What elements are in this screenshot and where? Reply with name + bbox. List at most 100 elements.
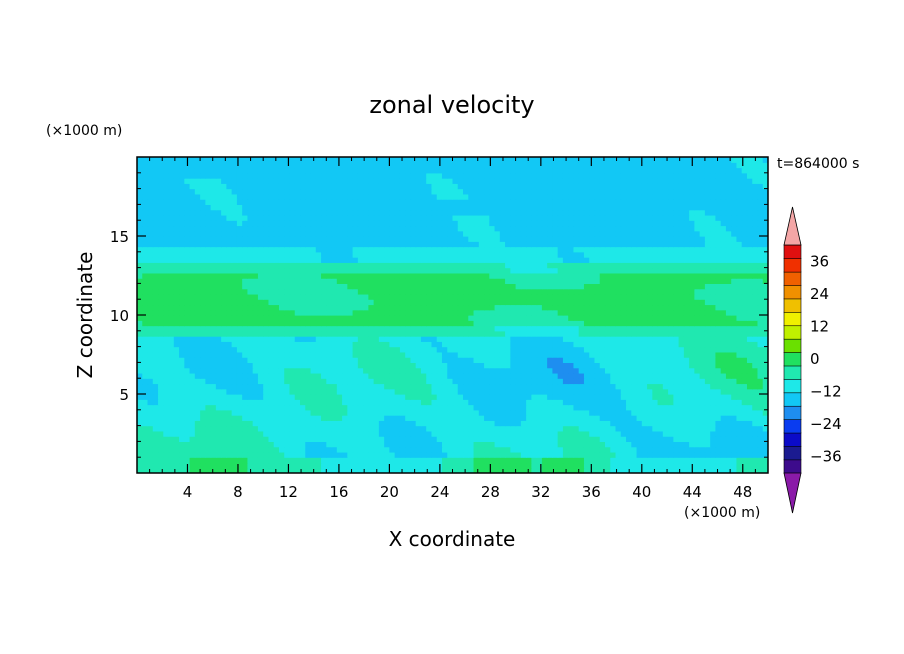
heatmap-cell	[505, 462, 511, 469]
heatmap-cell	[610, 315, 617, 321]
heatmap-cell	[573, 436, 580, 442]
heatmap-cell	[289, 372, 296, 379]
heatmap-cell	[342, 436, 348, 442]
heatmap-cell	[137, 446, 143, 453]
heatmap-cell	[715, 257, 722, 263]
heatmap-cell	[373, 378, 380, 385]
heatmap-cell	[515, 451, 522, 458]
heatmap-cell	[541, 257, 548, 263]
heatmap-cell	[505, 272, 511, 279]
heatmap-cell	[736, 430, 743, 437]
heatmap-cell	[194, 451, 201, 458]
heatmap-cell	[368, 293, 375, 300]
heatmap-cell	[168, 430, 175, 437]
heatmap-cell	[205, 357, 212, 363]
heatmap-cell	[310, 404, 317, 411]
heatmap-cell	[741, 404, 748, 411]
heatmap-cell	[752, 457, 759, 464]
heatmap-cell	[710, 462, 717, 469]
heatmap-cell	[736, 257, 743, 263]
heatmap-cell	[426, 457, 433, 464]
heatmap-cell	[363, 336, 369, 342]
heatmap-cell	[678, 304, 685, 311]
heatmap-cell	[604, 430, 611, 437]
heatmap-cell	[152, 267, 159, 274]
heatmap-cell	[636, 320, 643, 327]
heatmap-cell	[173, 325, 180, 332]
heatmap-cell	[457, 351, 464, 358]
heatmap-cell	[189, 436, 196, 442]
heatmap-cell	[757, 451, 764, 458]
heatmap-cell	[752, 425, 759, 432]
heatmap-cell	[589, 293, 596, 300]
heatmap-cell	[526, 404, 532, 411]
heatmap-cell	[273, 351, 280, 358]
heatmap-cell	[263, 251, 270, 258]
heatmap-cell	[436, 399, 443, 406]
heatmap-cell	[300, 457, 306, 464]
heatmap-cell	[231, 346, 238, 353]
heatmap-cell	[158, 351, 164, 358]
heatmap-cell	[268, 346, 275, 353]
heatmap-cell	[526, 362, 532, 369]
heatmap-cell	[678, 278, 685, 284]
heatmap-cell	[252, 341, 259, 348]
heatmap-cell	[636, 267, 643, 274]
heatmap-cell	[163, 425, 170, 432]
heatmap-cell	[541, 388, 548, 395]
heatmap-cell	[573, 330, 580, 337]
heatmap-cell	[179, 262, 185, 269]
heatmap-cell	[541, 304, 548, 311]
heatmap-cell	[420, 467, 427, 473]
heatmap-cell	[578, 362, 585, 369]
heatmap-cell	[384, 441, 390, 448]
heatmap-cell	[431, 409, 438, 416]
heatmap-cell	[746, 367, 753, 374]
heatmap-cell	[142, 325, 149, 332]
heatmap-cell	[452, 257, 459, 263]
heatmap-cell	[662, 446, 669, 453]
heatmap-cell	[694, 278, 701, 284]
heatmap-cell	[463, 409, 469, 416]
heatmap-cell	[163, 451, 170, 458]
heatmap-cell	[289, 262, 296, 269]
heatmap-cell	[615, 394, 622, 400]
heatmap-cell	[647, 420, 653, 427]
heatmap-cell	[394, 299, 401, 306]
heatmap-cell	[410, 341, 417, 348]
heatmap-cell	[247, 283, 254, 290]
heatmap-cell	[300, 404, 306, 411]
heatmap-cell	[179, 383, 185, 390]
heatmap-cell	[636, 272, 643, 279]
heatmap-cell	[699, 441, 706, 448]
heatmap-cell	[326, 383, 333, 390]
heatmap-cell	[552, 425, 559, 432]
heatmap-cell	[573, 262, 580, 269]
heatmap-cell	[231, 430, 238, 437]
heatmap-cell	[273, 415, 280, 421]
heatmap-cell	[489, 325, 496, 332]
heatmap-cell	[731, 399, 738, 406]
heatmap-cell	[284, 351, 291, 358]
heatmap-cell	[247, 425, 254, 432]
heatmap-cell	[415, 436, 422, 442]
heatmap-cell	[173, 415, 180, 421]
heatmap-cell	[310, 415, 317, 421]
heatmap-cell	[610, 378, 617, 385]
heatmap-cell	[342, 451, 348, 458]
heatmap-cell	[231, 283, 238, 290]
heatmap-cell	[368, 299, 375, 306]
heatmap-cell	[468, 336, 475, 342]
heatmap-cell	[583, 272, 590, 279]
heatmap-cell	[452, 367, 459, 374]
heatmap-cell	[357, 409, 364, 416]
heatmap-cell	[384, 394, 390, 400]
heatmap-cell	[137, 325, 143, 332]
heatmap-cell	[678, 330, 685, 337]
heatmap-cell	[415, 420, 422, 427]
heatmap-cell	[278, 299, 285, 306]
heatmap-cell	[284, 346, 291, 353]
heatmap-cell	[657, 415, 664, 421]
heatmap-cell	[436, 293, 443, 300]
heatmap-cell	[347, 262, 354, 269]
